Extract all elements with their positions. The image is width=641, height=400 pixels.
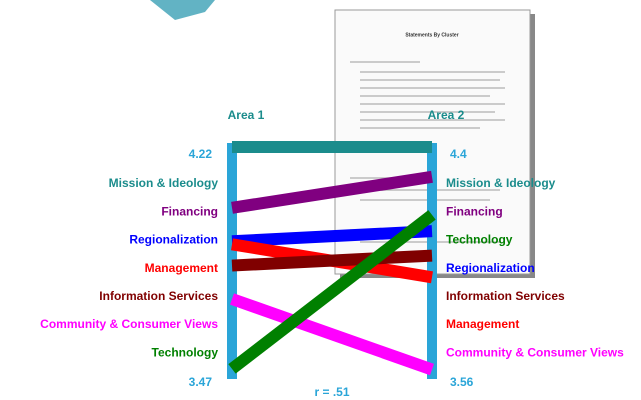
right-tick-label: 3.56 (450, 375, 474, 389)
cluster-line (230, 293, 434, 376)
correlation-annotation: r = .51 (314, 385, 349, 399)
right-cluster-label: Financing (446, 204, 503, 218)
right-cluster-label: Community & Consumer Views (446, 345, 624, 359)
cluster-line (231, 225, 433, 248)
right-cluster-label: Technology (446, 233, 513, 247)
left-cluster-label: Management (145, 261, 218, 275)
left-tick-label: 3.47 (189, 375, 213, 389)
left-axis-title: Area 1 (228, 108, 265, 122)
right-cluster-label: Mission & Ideology (446, 176, 556, 190)
left-cluster-label: Technology (152, 345, 219, 359)
left-cluster-label: Regionalization (129, 233, 218, 247)
left-tick-label: 4.22 (189, 147, 213, 161)
left-cluster-label: Financing (161, 204, 218, 218)
right-cluster-label: Management (446, 317, 519, 331)
right-axis-title: Area 2 (428, 108, 465, 122)
document-title: Statements By Cluster (405, 32, 458, 38)
right-cluster-label: Information Services (446, 289, 565, 303)
left-cluster-label: Information Services (99, 289, 218, 303)
cluster-line (231, 170, 433, 214)
corner-graphic (150, 0, 215, 20)
right-tick-label: 4.4 (450, 147, 467, 161)
left-cluster-label: Community & Consumer Views (40, 317, 218, 331)
cluster-line (228, 210, 436, 374)
left-cluster-label: Mission & Ideology (109, 176, 219, 190)
cluster-line (231, 249, 433, 272)
right-cluster-label: Regionalization (446, 261, 535, 275)
